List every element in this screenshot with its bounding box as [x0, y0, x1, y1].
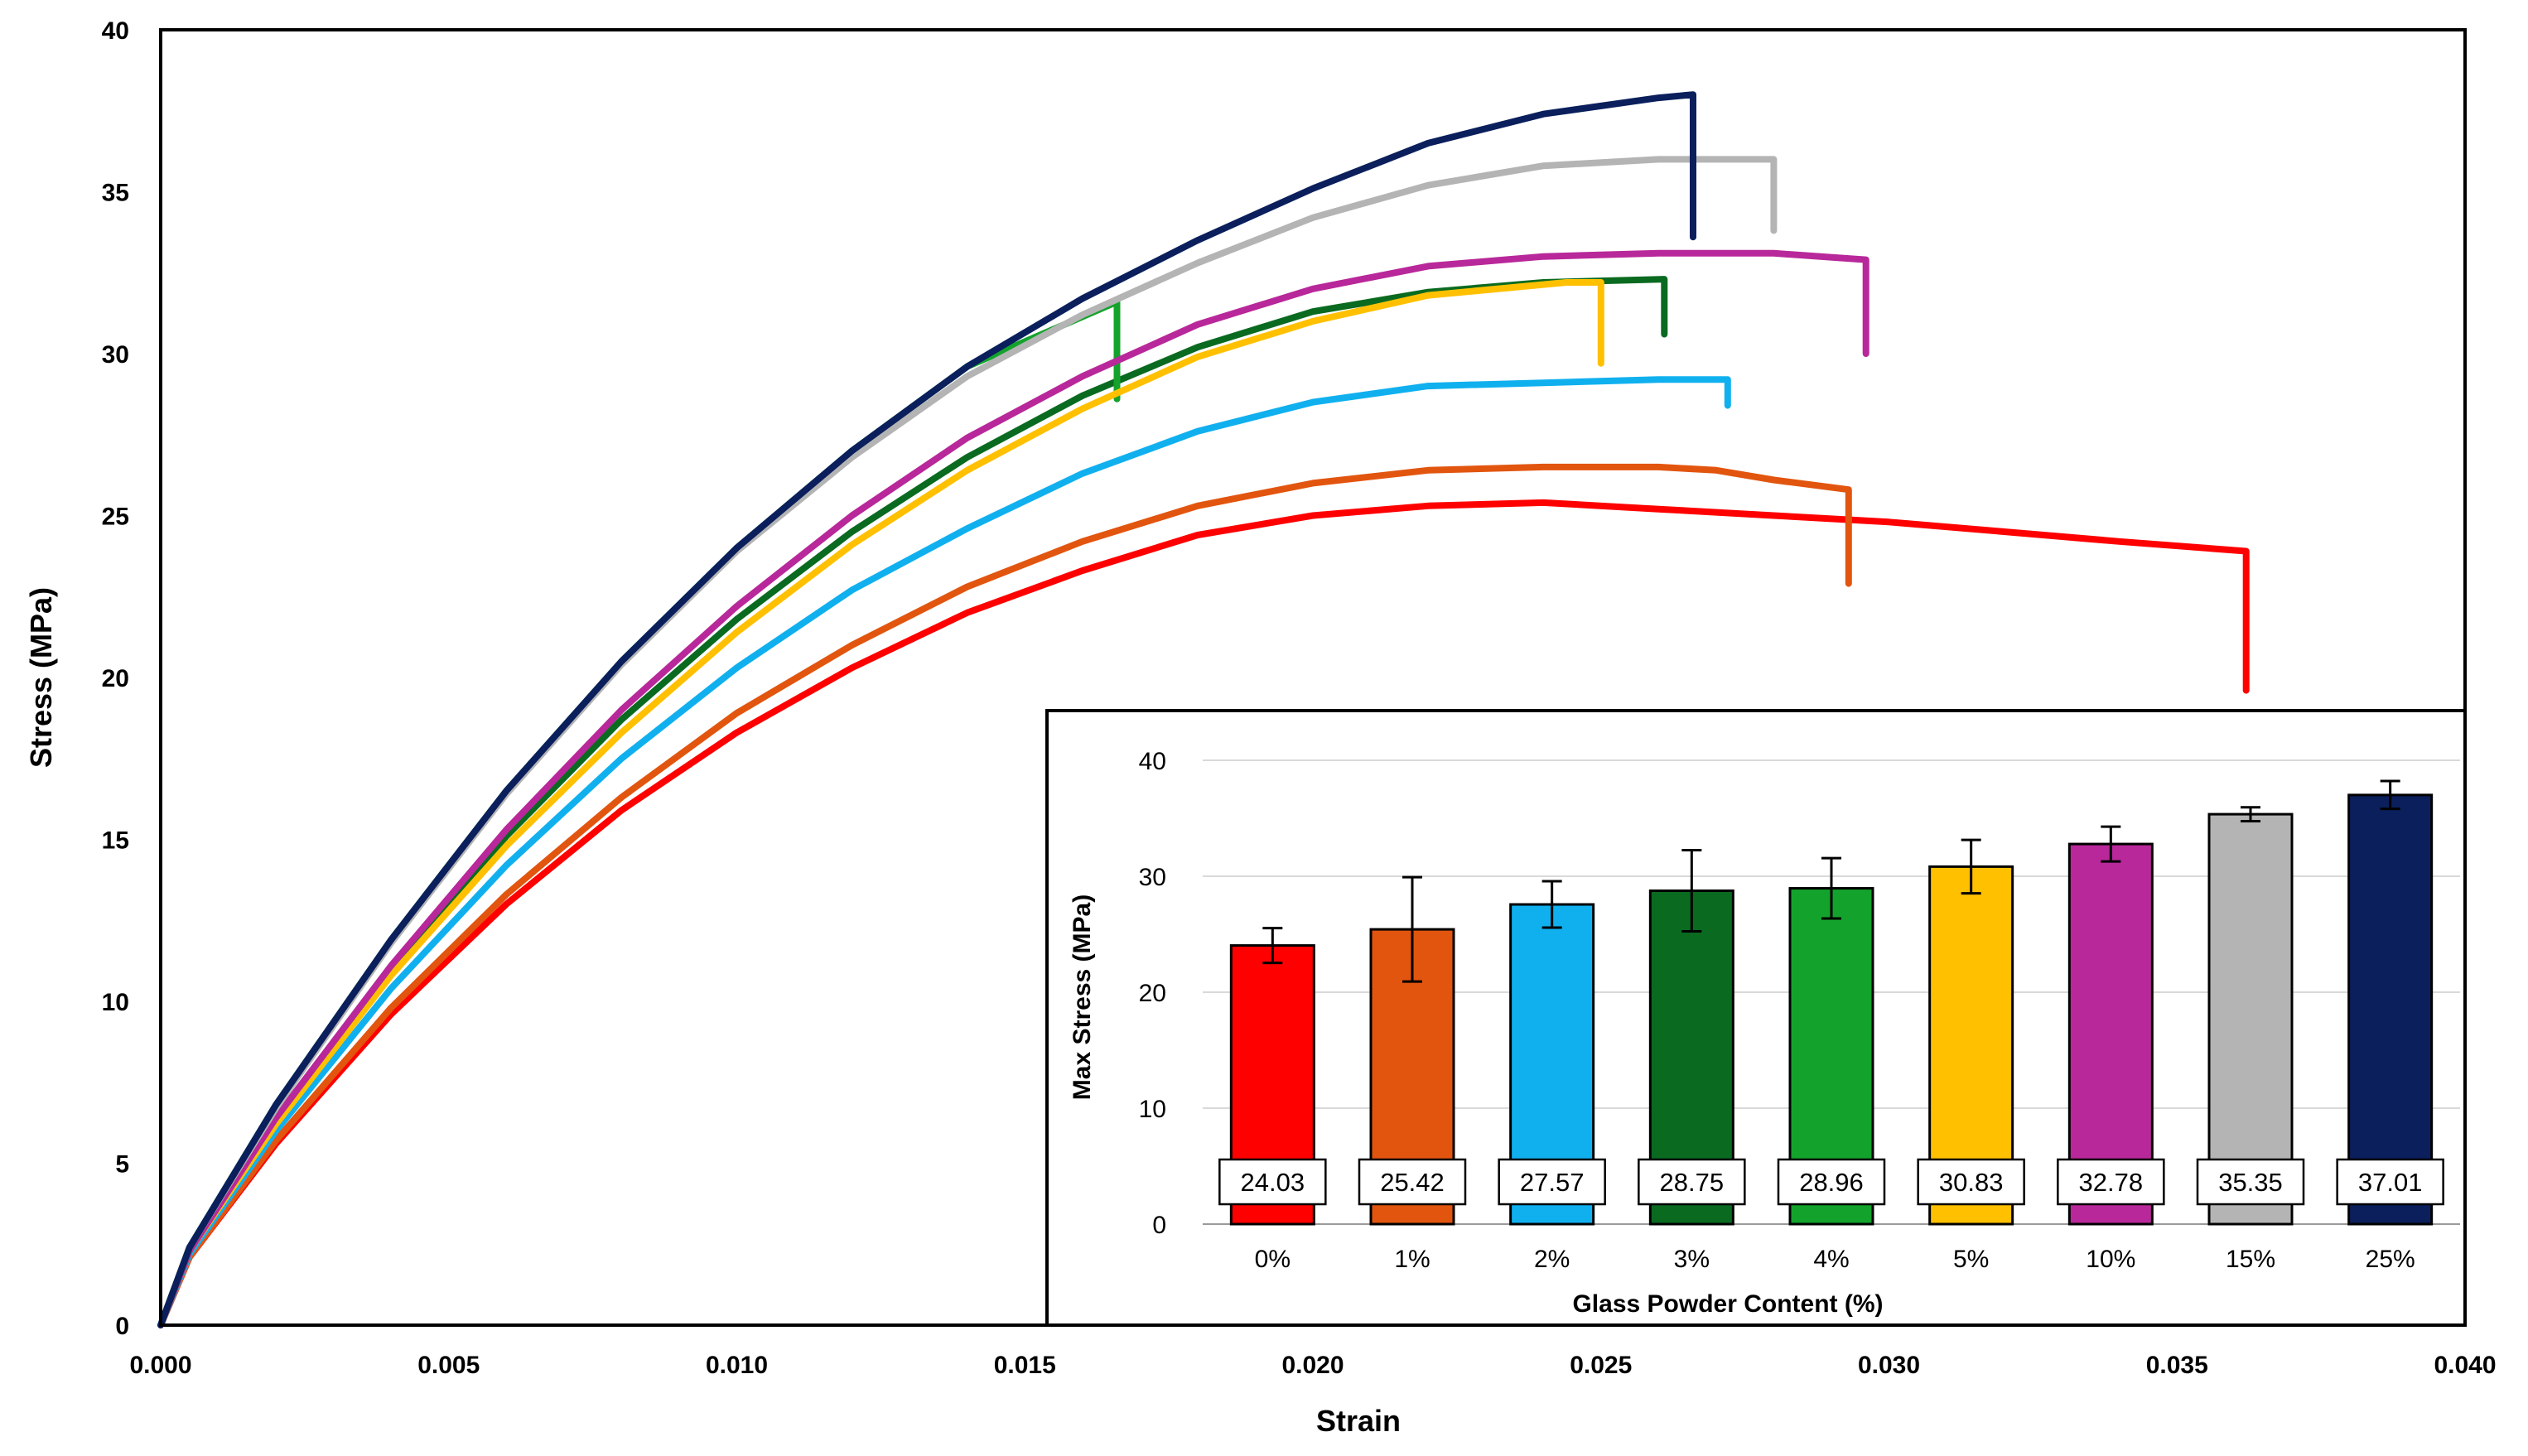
inset-x-tick-3pct: 3% [1674, 1246, 1710, 1273]
svg-text:37.01: 37.01 [2358, 1168, 2423, 1197]
inset-y-tick-4: 40 [1139, 748, 1166, 775]
inset-bar-15pct [2207, 812, 2294, 1226]
inset-error-bar-10pct [2101, 825, 2121, 863]
svg-text:27.57: 27.57 [1520, 1168, 1585, 1197]
inset-max-stress-bar-chart: 0 10 20 30 40 24.03 25.42 27.57 28.75 28.96 30.83… [1045, 709, 2467, 1327]
svg-text:32.78: 32.78 [2079, 1168, 2144, 1197]
inset-error-bar-4pct [1821, 856, 1841, 920]
inset-error-bar-1pct [1402, 875, 1422, 983]
main-x-tick-7: 0.035 [2146, 1352, 2208, 1379]
inset-value-label-0pct: 24.03 [1218, 1158, 1327, 1206]
inset-value-label-15pct: 35.35 [2196, 1158, 2305, 1206]
main-x-axis-title: Strain [1316, 1404, 1401, 1438]
inset-y-tick-1: 10 [1139, 1096, 1166, 1123]
inset-value-label-5pct: 30.83 [1917, 1158, 2025, 1206]
inset-error-bar-5pct [1961, 838, 1981, 895]
series-line-2pct [157, 376, 1731, 1328]
main-y-tick-0: 0 [115, 1313, 129, 1340]
svg-text:30.83: 30.83 [1939, 1168, 2004, 1197]
inset-value-label-4pct: 28.96 [1777, 1158, 1886, 1206]
inset-y-axis-title: Max Stress (MPa) [1069, 894, 1096, 1100]
main-y-tick-2: 10 [102, 989, 129, 1016]
series-line-0pct [157, 499, 2250, 1328]
inset-bar-25pct [2347, 793, 2434, 1226]
main-y-tick-3: 15 [102, 827, 129, 855]
series-line-10pct [157, 249, 1869, 1328]
main-x-tick-0: 0.000 [129, 1352, 191, 1379]
inset-y-tick-3: 30 [1139, 864, 1166, 891]
main-y-tick-6: 30 [102, 341, 129, 369]
inset-value-label-1pct: 25.42 [1358, 1158, 1467, 1206]
svg-text:28.75: 28.75 [1660, 1168, 1725, 1197]
main-x-tick-6: 0.030 [1858, 1352, 1920, 1379]
main-x-tick-3: 0.015 [994, 1352, 1056, 1379]
inset-x-axis-title: Glass Powder Content (%) [1572, 1290, 1883, 1318]
main-y-tick-8: 40 [102, 17, 129, 45]
inset-value-label-10pct: 32.78 [2057, 1158, 2165, 1206]
svg-text:24.03: 24.03 [1241, 1168, 1305, 1197]
main-series-group [157, 91, 2250, 1328]
inset-x-tick-labels: 0% 1% 2% 3% 4% 5% 10% 15% 25% [1255, 1246, 2415, 1273]
inset-error-bar-2pct [1541, 880, 1562, 929]
inset-value-label-3pct: 28.75 [1638, 1158, 1746, 1206]
series-line-1pct [157, 463, 1852, 1328]
svg-text:25.42: 25.42 [1380, 1168, 1445, 1197]
main-y-tick-7: 35 [102, 180, 129, 207]
inset-y-tick-2: 20 [1139, 980, 1166, 1007]
svg-text:28.96: 28.96 [1799, 1168, 1864, 1197]
svg-text:35.35: 35.35 [2218, 1168, 2283, 1197]
inset-x-tick-2pct: 2% [1534, 1246, 1570, 1273]
main-y-tick-1: 5 [115, 1151, 129, 1179]
inset-value-label-25pct: 37.01 [2336, 1158, 2444, 1206]
main-x-tick-8: 0.040 [2434, 1352, 2496, 1379]
inset-y-tick-labels: 0 10 20 30 40 [1139, 748, 1166, 1239]
inset-x-tick-0pct: 0% [1255, 1246, 1291, 1273]
main-x-tick-4: 0.020 [1281, 1352, 1344, 1379]
main-y-tick-5: 25 [102, 504, 129, 531]
main-x-tick-5: 0.025 [1570, 1352, 1632, 1379]
inset-error-bar-3pct [1681, 849, 1702, 933]
inset-x-tick-4pct: 4% [1813, 1246, 1849, 1273]
series-line-25pct [157, 91, 1696, 1328]
main-x-tick-labels: 0.000 0.005 0.010 0.015 0.020 0.025 0.030 0.035… [129, 1352, 2496, 1379]
series-line-5pct [157, 279, 1604, 1328]
main-x-tick-1: 0.005 [417, 1352, 480, 1379]
inset-error-bar-0pct [1262, 927, 1283, 965]
inset-error-bar-25pct [2380, 779, 2400, 811]
inset-x-tick-5pct: 5% [1953, 1246, 1989, 1273]
inset-x-tick-25pct: 25% [2366, 1246, 2415, 1273]
inset-value-label-2pct: 27.57 [1498, 1158, 1606, 1206]
inset-x-tick-10pct: 10% [2086, 1246, 2135, 1273]
main-x-tick-2: 0.010 [706, 1352, 768, 1379]
inset-value-labels: 24.03 25.42 27.57 28.75 28.96 30.83 32.78 35.35… [1218, 1158, 2444, 1206]
inset-x-tick-15pct: 15% [2226, 1246, 2275, 1273]
main-y-tick-labels: 0 5 10 15 20 25 30 35 40 [102, 17, 129, 1340]
inset-x-tick-1pct: 1% [1394, 1246, 1430, 1273]
inset-y-tick-0: 0 [1152, 1212, 1166, 1239]
inset-error-bar-15pct [2241, 806, 2260, 822]
main-y-axis-title: Stress (MPa) [24, 587, 58, 768]
main-y-tick-4: 20 [102, 665, 129, 692]
